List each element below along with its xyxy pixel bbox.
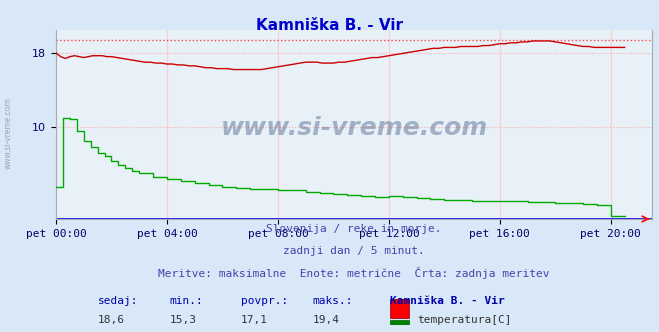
Text: 15,3: 15,3 [169,315,196,325]
Text: maks.:: maks.: [312,295,353,305]
Text: 18,6: 18,6 [98,315,125,325]
Text: zadnji dan / 5 minut.: zadnji dan / 5 minut. [283,246,425,256]
Text: Kamniška B. - Vir: Kamniška B. - Vir [256,18,403,33]
Text: Meritve: maksimalne  Enote: metrične  Črta: zadnja meritev: Meritve: maksimalne Enote: metrične Črta… [158,267,550,279]
Text: www.si-vreme.com: www.si-vreme.com [221,116,488,140]
Text: sedaj:: sedaj: [98,295,138,305]
FancyBboxPatch shape [390,299,409,318]
Text: temperatura[C]: temperatura[C] [417,315,511,325]
Text: 17,1: 17,1 [241,315,268,325]
Text: www.si-vreme.com: www.si-vreme.com [3,97,13,169]
Text: Kamniška B. - Vir: Kamniška B. - Vir [390,295,505,305]
FancyBboxPatch shape [390,320,409,332]
Text: povpr.:: povpr.: [241,295,288,305]
Text: 19,4: 19,4 [312,315,339,325]
Text: min.:: min.: [169,295,203,305]
Text: Slovenija / reke in morje.: Slovenija / reke in morje. [266,224,442,234]
